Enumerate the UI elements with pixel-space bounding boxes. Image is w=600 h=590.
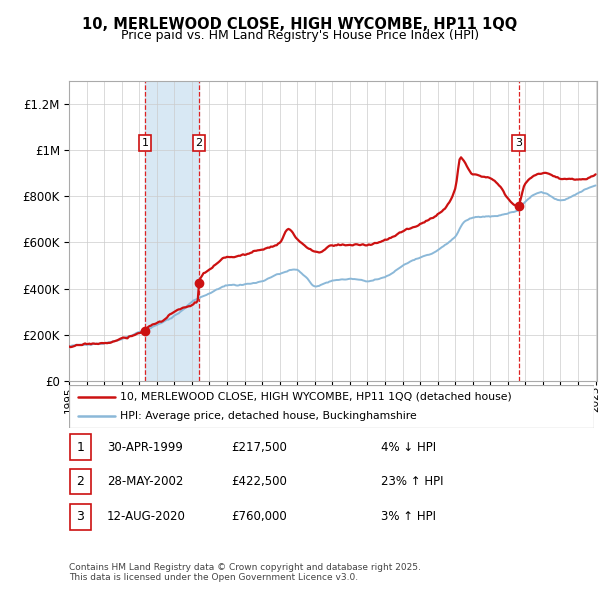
Text: 2: 2: [76, 475, 85, 488]
FancyBboxPatch shape: [69, 385, 594, 428]
Text: 30-APR-1999: 30-APR-1999: [107, 441, 182, 454]
Text: 10, MERLEWOOD CLOSE, HIGH WYCOMBE, HP11 1QQ (detached house): 10, MERLEWOOD CLOSE, HIGH WYCOMBE, HP11 …: [121, 392, 512, 402]
Text: 23% ↑ HPI: 23% ↑ HPI: [381, 475, 443, 488]
FancyBboxPatch shape: [70, 434, 91, 460]
Text: 4% ↓ HPI: 4% ↓ HPI: [381, 441, 436, 454]
Text: £217,500: £217,500: [231, 441, 287, 454]
Text: Price paid vs. HM Land Registry's House Price Index (HPI): Price paid vs. HM Land Registry's House …: [121, 30, 479, 42]
Text: 2: 2: [196, 137, 203, 148]
Text: Contains HM Land Registry data © Crown copyright and database right 2025.
This d: Contains HM Land Registry data © Crown c…: [69, 563, 421, 582]
Text: £760,000: £760,000: [231, 510, 287, 523]
Bar: [145, 81, 199, 381]
Text: 1: 1: [76, 441, 85, 454]
Text: 28-MAY-2002: 28-MAY-2002: [107, 475, 183, 488]
Text: £422,500: £422,500: [231, 475, 287, 488]
Text: HPI: Average price, detached house, Buckinghamshire: HPI: Average price, detached house, Buck…: [121, 411, 417, 421]
Text: 3% ↑ HPI: 3% ↑ HPI: [381, 510, 436, 523]
FancyBboxPatch shape: [70, 504, 91, 530]
Text: 10, MERLEWOOD CLOSE, HIGH WYCOMBE, HP11 1QQ: 10, MERLEWOOD CLOSE, HIGH WYCOMBE, HP11 …: [82, 17, 518, 31]
FancyBboxPatch shape: [70, 468, 91, 494]
Text: 3: 3: [515, 137, 522, 148]
Text: 1: 1: [142, 137, 149, 148]
Text: 12-AUG-2020: 12-AUG-2020: [107, 510, 185, 523]
Text: 3: 3: [76, 510, 85, 523]
